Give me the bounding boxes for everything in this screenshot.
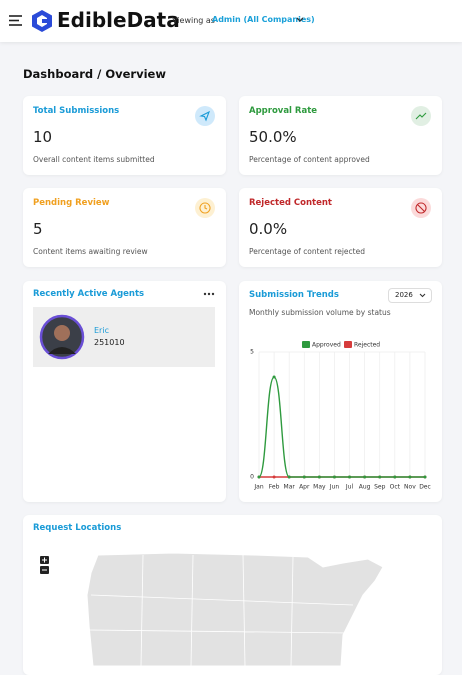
header: EdibleData Viewing as Admin (All Compani… <box>0 0 462 42</box>
stat-value: 0.0% <box>249 220 288 238</box>
point <box>317 475 321 479</box>
stat-description: Percentage of content approved <box>249 155 370 164</box>
chevron <box>419 293 426 298</box>
point <box>257 475 261 479</box>
x-tick-label: Jul <box>345 484 354 491</box>
stat-icon <box>411 198 431 218</box>
us-map <box>86 552 384 666</box>
x-tick-label: Aug <box>359 484 371 491</box>
brand: EdibleData <box>57 8 180 32</box>
point <box>302 475 306 479</box>
point <box>332 475 336 479</box>
year-select[interactable]: 2026 <box>388 288 432 303</box>
year: 2026 <box>395 291 413 299</box>
chevron <box>296 17 304 22</box>
stat-title: Total Submissions <box>33 106 120 116</box>
x-tick-label: May <box>313 484 326 491</box>
logo-icon <box>32 10 52 32</box>
stat-card: Rejected Content 0.0% Percentage of conten… <box>239 188 442 267</box>
viewing-label: Viewing as <box>172 16 215 25</box>
x-tick-label: Jun <box>329 484 340 491</box>
stat-value: 50.0% <box>249 128 297 146</box>
stat-icon <box>195 198 215 218</box>
legend-label: Rejected <box>354 342 380 349</box>
stat-value: 5 <box>33 220 43 238</box>
x-tick-label: Sep <box>374 484 386 491</box>
point <box>287 475 291 479</box>
stat-card: Pending Review 5 Content items awaiting re… <box>23 188 226 267</box>
map <box>40 552 384 666</box>
legend-label: Approved <box>312 342 341 349</box>
menu-button[interactable] <box>8 14 23 27</box>
stat-value: 10 <box>33 128 53 146</box>
point <box>423 475 427 479</box>
x-tick-label: Jan <box>253 484 263 491</box>
stat-description: Overall content items submitted <box>33 155 155 164</box>
x-tick-label: Feb <box>269 484 280 491</box>
agent-row[interactable]: Eric 251010 <box>33 307 215 367</box>
stat-icon <box>195 106 215 126</box>
point <box>393 475 397 479</box>
line-chart: 0 5 Jan Feb Mar Apr May Jun Jul Aug Sep Oct Nov Dec Ap… <box>250 341 431 491</box>
y-tick-label: 0 <box>250 474 254 481</box>
point <box>272 475 276 479</box>
point <box>272 375 276 379</box>
stat-icon <box>411 106 431 126</box>
trends-subtitle: Monthly submission volume by status <box>249 308 391 317</box>
series-line <box>258 376 425 478</box>
point <box>408 475 412 479</box>
stat-card: Approval Rate 50.0% Percentage of content … <box>239 96 442 175</box>
map-card: Request Locations <box>23 515 442 675</box>
icon-glyph <box>415 112 427 120</box>
y-tick-label: 5 <box>250 349 254 356</box>
x-tick-label: Apr <box>299 484 310 491</box>
page-title: Dashboard / Overview <box>23 67 166 81</box>
trends-title: Submission Trends <box>249 290 339 300</box>
stat-title: Approval Rate <box>249 106 318 116</box>
stat-card: Total Submissions 10 Overall content items… <box>23 96 226 175</box>
agent-id: 251010 <box>94 338 125 347</box>
x-tick-label: Mar <box>284 484 296 491</box>
point <box>363 475 367 479</box>
legend-swatch <box>344 341 352 348</box>
stat-description: Percentage of content rejected <box>249 247 365 256</box>
x-tick-label: Dec <box>419 484 431 491</box>
more-button[interactable] <box>203 292 215 296</box>
icon-glyph <box>415 202 427 214</box>
stat-title: Rejected Content <box>249 198 332 208</box>
trends-card: Submission Trends 2026 Monthly submissio… <box>239 281 442 502</box>
icon-glyph <box>199 202 211 214</box>
icon-glyph <box>199 110 211 122</box>
map-title: Request Locations <box>33 523 122 533</box>
viewing-value[interactable]: Admin (All Companies) <box>212 15 315 24</box>
x-tick-label: Nov <box>404 484 416 491</box>
legend-swatch <box>302 341 310 348</box>
stat-title: Pending Review <box>33 198 110 208</box>
agent-name: Eric <box>94 326 109 335</box>
x-tick-label: Oct <box>390 484 401 491</box>
avatar <box>39 314 85 360</box>
agents-card: Recently Active Agents Eric 251010 <box>23 281 226 502</box>
stat-description: Content items awaiting review <box>33 247 148 256</box>
agents-title: Recently Active Agents <box>33 289 145 299</box>
point <box>348 475 352 479</box>
point <box>378 475 382 479</box>
